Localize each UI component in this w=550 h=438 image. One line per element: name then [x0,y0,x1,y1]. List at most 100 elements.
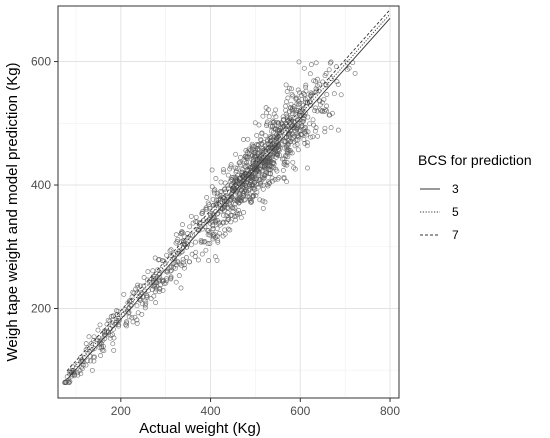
data-point [281,176,287,181]
data-point [180,256,186,262]
data-point [241,210,247,215]
data-point [275,122,281,128]
data-point [240,167,246,173]
data-point [90,354,96,360]
data-point [123,322,129,328]
data-point [126,314,132,320]
data-point [143,293,149,299]
data-point [305,165,310,171]
data-point [227,202,233,208]
data-point [156,289,162,295]
data-point [144,295,150,300]
data-point [181,262,187,268]
data-point [251,174,257,180]
x-axis-ticks: 200 400 600 800 [111,398,400,418]
data-point [309,91,315,97]
data-point [289,91,295,97]
data-point [168,252,174,258]
data-point [263,133,269,139]
data-point [225,172,231,178]
data-point [173,279,179,285]
data-point [276,148,282,154]
data-point [275,133,281,139]
data-point [295,147,301,153]
data-point [313,60,319,66]
data-point [181,265,187,271]
data-point [200,208,206,214]
data-point [274,119,280,125]
data-point [210,236,216,242]
data-point [281,161,287,167]
data-point [208,211,214,217]
data-point [252,154,258,160]
data-point [150,283,156,289]
data-point [224,205,230,210]
data-point [140,301,145,307]
data-point [151,293,157,299]
data-point [295,117,301,123]
data-point [241,197,247,203]
data-point [92,354,98,360]
data-point [99,343,105,349]
data-point [236,181,242,187]
data-point [121,291,127,297]
data-point [152,255,158,261]
data-point [176,273,182,279]
data-point [210,196,216,202]
data-point [304,143,310,149]
data-point [83,347,89,353]
data-point [322,125,328,131]
data-point [102,329,108,335]
data-point [212,218,218,224]
data-point [88,358,93,364]
data-point [268,135,274,141]
data-point [271,119,277,125]
data-point [210,226,216,232]
data-point [323,71,329,76]
data-point [261,139,266,145]
data-point [307,121,313,127]
data-point [158,267,164,273]
data-point [299,108,305,114]
data-point [301,126,306,132]
data-point [255,142,261,147]
data-point [290,159,296,165]
data-point [327,60,333,66]
data-point [243,163,249,169]
data-point [312,108,318,114]
data-point [291,104,297,110]
data-point [239,187,245,192]
data-point [159,258,165,264]
data-point [115,318,121,324]
data-point [236,160,242,166]
data-point [143,300,149,306]
data-point [289,150,295,156]
data-point [344,60,350,66]
data-point [62,380,68,386]
data-point [264,121,270,127]
data-point [266,107,271,113]
data-point [257,197,263,203]
data-point [287,109,293,115]
data-point [209,184,215,190]
data-point [180,222,185,228]
data-point [108,333,114,338]
data-point [261,175,267,181]
data-point [282,162,288,168]
data-point [298,121,304,127]
data-point [232,198,237,204]
data-point [221,167,226,173]
data-point [301,116,307,122]
data-point [91,346,97,351]
data-point [283,153,289,159]
data-point [321,96,327,102]
data-point [326,67,332,73]
data-point [249,145,255,151]
data-point [176,244,182,250]
data-point [265,156,271,162]
data-point [319,108,325,114]
data-point [213,202,219,208]
data-point [97,338,103,344]
data-point [198,239,204,245]
data-point [297,113,303,119]
